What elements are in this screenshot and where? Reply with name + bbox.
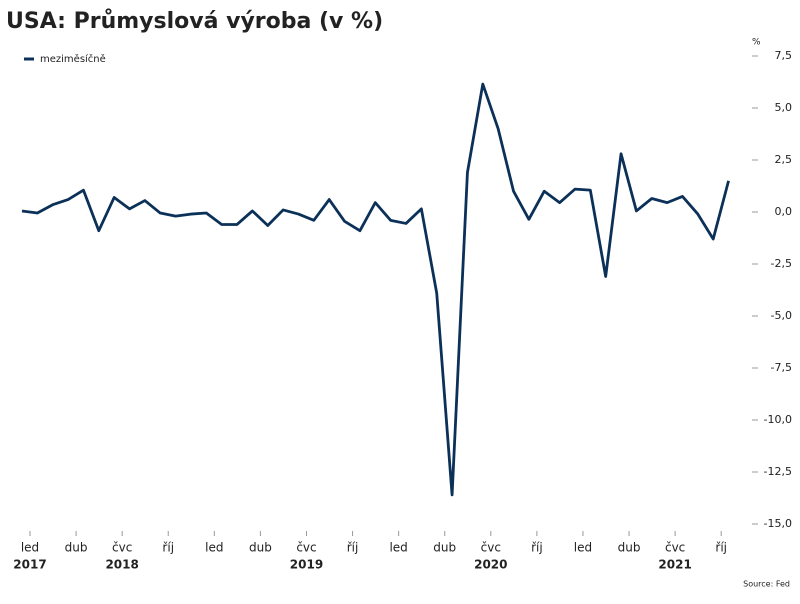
y-tick-label: -12,5 (764, 465, 792, 478)
year-label: 2018 (105, 558, 138, 572)
x-tick-label: říj (715, 541, 727, 555)
y-tick-label: 0,0 (775, 205, 793, 218)
x-tick-label: říj (162, 541, 174, 555)
x-tick-label: dub (618, 541, 641, 555)
chart-title: USA: Průmyslová výroba (v %) (6, 9, 383, 34)
x-tick-label: led (21, 541, 39, 555)
year-label: 2017 (13, 558, 46, 572)
x-tick-label: říj (531, 541, 543, 555)
year-label: 2021 (658, 558, 691, 572)
y-tick-label: 7,5 (775, 49, 793, 62)
y-tick-label: 5,0 (775, 101, 793, 114)
y-tick-label: -2,5 (771, 257, 792, 270)
x-tick-label: dub (65, 541, 88, 555)
y-tick-label: -15,0 (764, 517, 792, 530)
legend-label: meziměsíčně (40, 53, 106, 65)
y-tick-label: -5,0 (771, 309, 792, 322)
x-tick-label: led (389, 541, 407, 555)
x-tick-label: dub (433, 541, 456, 555)
x-tick-label: led (205, 541, 223, 555)
y-tick-label: -7,5 (771, 361, 792, 374)
source: Source: Fed (743, 580, 790, 589)
x-tick-label: říj (347, 541, 359, 555)
series-line (21, 82, 730, 497)
y-tick-label: 2,5 (775, 153, 793, 166)
year-label: 2019 (290, 558, 323, 572)
y-tick-label: -10,0 (764, 413, 792, 426)
x-tick-label: čvc (481, 541, 501, 555)
x-tick-label: čvc (665, 541, 685, 555)
x-tick-label: čvc (112, 541, 132, 555)
x-tick-label: dub (249, 541, 272, 555)
x-tick-label: čvc (296, 541, 316, 555)
y-unit: % (752, 38, 761, 48)
x-tick-label: led (574, 541, 592, 555)
year-label: 2020 (474, 558, 507, 572)
